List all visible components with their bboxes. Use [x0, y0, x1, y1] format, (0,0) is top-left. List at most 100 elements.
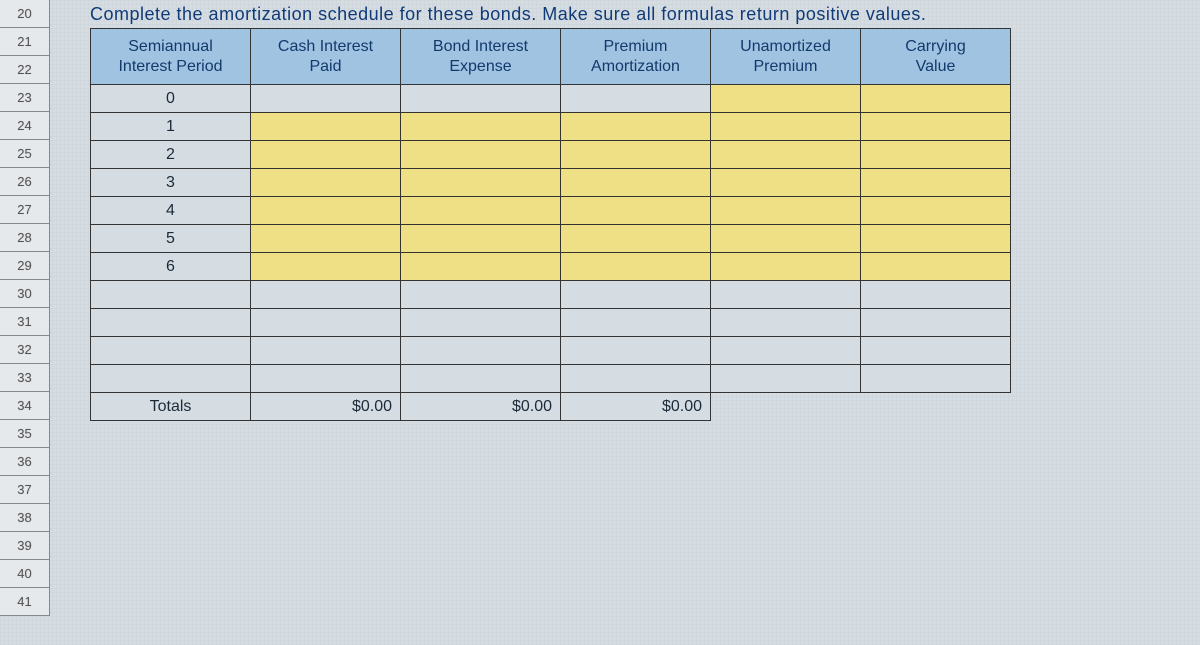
row-header[interactable]: 38	[0, 504, 50, 532]
cell[interactable]: 5	[91, 225, 251, 253]
column-header[interactable]: Bond InterestExpense	[401, 29, 561, 85]
cell[interactable]	[401, 197, 561, 225]
cell[interactable]	[861, 113, 1011, 141]
cell[interactable]	[251, 197, 401, 225]
row-header[interactable]: 39	[0, 532, 50, 560]
row-header[interactable]: 22	[0, 56, 50, 84]
cell[interactable]	[401, 85, 561, 113]
row-header[interactable]: 33	[0, 364, 50, 392]
cell[interactable]	[861, 365, 1011, 393]
cell[interactable]	[251, 225, 401, 253]
cell[interactable]: $0.00	[561, 393, 711, 421]
row-header[interactable]: 37	[0, 476, 50, 504]
cell[interactable]	[861, 253, 1011, 281]
cell[interactable]	[561, 141, 711, 169]
column-header[interactable]: SemiannualInterest Period	[91, 29, 251, 85]
cell[interactable]	[401, 365, 561, 393]
row-header[interactable]: 29	[0, 252, 50, 280]
row-header[interactable]: 41	[0, 588, 50, 616]
cell[interactable]	[251, 337, 401, 365]
cell[interactable]	[561, 365, 711, 393]
cell[interactable]: 0	[91, 85, 251, 113]
row-header[interactable]: 31	[0, 308, 50, 336]
cell[interactable]	[91, 309, 251, 337]
cell[interactable]	[711, 337, 861, 365]
column-header[interactable]: Cash InterestPaid	[251, 29, 401, 85]
cell[interactable]	[861, 309, 1011, 337]
cell[interactable]	[91, 365, 251, 393]
row-header[interactable]: 28	[0, 224, 50, 252]
row-header[interactable]: 27	[0, 196, 50, 224]
cell[interactable]	[401, 169, 561, 197]
row-header[interactable]: 21	[0, 28, 50, 56]
cell[interactable]	[861, 141, 1011, 169]
cell[interactable]	[401, 337, 561, 365]
cell[interactable]	[711, 169, 861, 197]
cell[interactable]	[91, 337, 251, 365]
row-header[interactable]: 32	[0, 336, 50, 364]
row-header[interactable]: 26	[0, 168, 50, 196]
cell[interactable]	[711, 113, 861, 141]
cell[interactable]: 3	[91, 169, 251, 197]
cell[interactable]	[711, 281, 861, 309]
cell[interactable]	[561, 225, 711, 253]
cell[interactable]	[711, 225, 861, 253]
cell[interactable]	[561, 169, 711, 197]
row-header[interactable]: 34	[0, 392, 50, 420]
cell[interactable]: 4	[91, 197, 251, 225]
cell-empty[interactable]	[861, 393, 1011, 421]
cell[interactable]	[861, 169, 1011, 197]
cell[interactable]	[861, 85, 1011, 113]
cell[interactable]	[401, 253, 561, 281]
cell[interactable]	[561, 197, 711, 225]
row-header[interactable]: 24	[0, 112, 50, 140]
cell[interactable]	[711, 253, 861, 281]
cell[interactable]	[251, 253, 401, 281]
cell[interactable]	[401, 281, 561, 309]
cell[interactable]: 6	[91, 253, 251, 281]
cell[interactable]	[251, 141, 401, 169]
cell[interactable]	[401, 141, 561, 169]
cell-empty[interactable]	[711, 393, 861, 421]
cell[interactable]	[401, 309, 561, 337]
cell[interactable]	[251, 113, 401, 141]
cell[interactable]	[251, 281, 401, 309]
cell[interactable]: 1	[91, 113, 251, 141]
cell[interactable]	[861, 225, 1011, 253]
row-header[interactable]: 23	[0, 84, 50, 112]
cell[interactable]	[251, 169, 401, 197]
cell[interactable]	[861, 281, 1011, 309]
cell[interactable]	[251, 309, 401, 337]
row-header[interactable]: 35	[0, 420, 50, 448]
cell[interactable]	[711, 365, 861, 393]
cell[interactable]	[861, 337, 1011, 365]
column-header[interactable]: PremiumAmortization	[561, 29, 711, 85]
cell[interactable]	[711, 85, 861, 113]
column-header[interactable]: CarryingValue	[861, 29, 1011, 85]
cell[interactable]	[711, 309, 861, 337]
cell[interactable]	[561, 253, 711, 281]
row-header[interactable]: 20	[0, 0, 50, 28]
row-header[interactable]: 30	[0, 280, 50, 308]
cell[interactable]	[561, 281, 711, 309]
cell[interactable]	[561, 337, 711, 365]
row-header[interactable]: 40	[0, 560, 50, 588]
column-header[interactable]: UnamortizedPremium	[711, 29, 861, 85]
row-header[interactable]: 25	[0, 140, 50, 168]
cell[interactable]	[561, 85, 711, 113]
cell[interactable]: Totals	[91, 393, 251, 421]
cell[interactable]	[561, 113, 711, 141]
cell[interactable]: $0.00	[251, 393, 401, 421]
cell[interactable]	[861, 197, 1011, 225]
cell[interactable]	[561, 309, 711, 337]
cell[interactable]: $0.00	[401, 393, 561, 421]
cell[interactable]	[91, 281, 251, 309]
cell[interactable]: 2	[91, 141, 251, 169]
cell[interactable]	[251, 85, 401, 113]
cell[interactable]	[251, 365, 401, 393]
cell[interactable]	[711, 141, 861, 169]
cell[interactable]	[401, 225, 561, 253]
cell[interactable]	[711, 197, 861, 225]
row-header[interactable]: 36	[0, 448, 50, 476]
cell[interactable]	[401, 113, 561, 141]
